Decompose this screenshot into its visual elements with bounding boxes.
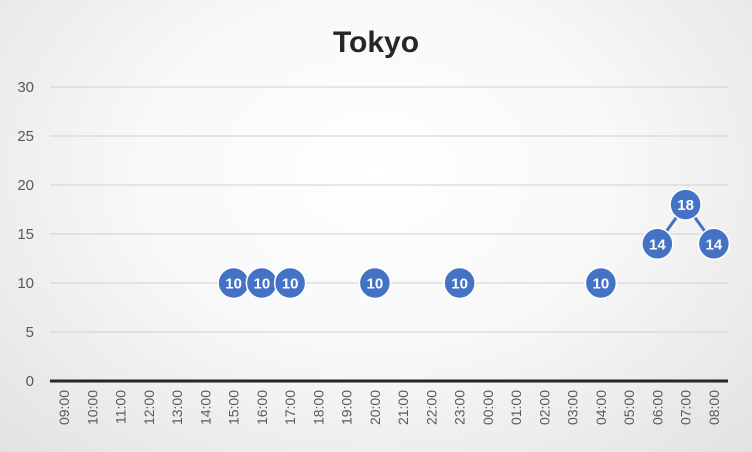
- x-tick-label: 00:00: [480, 390, 496, 425]
- y-tick-label: 10: [17, 275, 34, 292]
- x-tick-label: 10:00: [84, 390, 100, 425]
- data-label: 10: [593, 276, 610, 293]
- x-tick-label: 23:00: [452, 390, 468, 425]
- x-tick-label: 12:00: [141, 390, 157, 425]
- data-point: [273, 266, 307, 300]
- x-tick-label: 19:00: [339, 390, 355, 425]
- data-point: [669, 188, 702, 221]
- x-tick-label: 11:00: [113, 390, 129, 424]
- y-tick-label: 25: [17, 128, 34, 145]
- data-point: [358, 266, 392, 300]
- x-tick-label: 22:00: [423, 390, 439, 425]
- chart-title: Tokyo: [333, 26, 419, 59]
- gridlines: [50, 86, 728, 383]
- x-tick-label: 04:00: [593, 390, 609, 425]
- x-tick-label: 20:00: [367, 390, 383, 425]
- data-label: 14: [649, 236, 666, 253]
- data-point: [443, 266, 476, 300]
- data-point: [584, 266, 618, 300]
- data-point: [641, 227, 674, 261]
- x-tick-label: 05:00: [621, 390, 637, 425]
- y-tick-label: 0: [26, 373, 34, 390]
- data-label: 14: [706, 236, 723, 253]
- data-markers: 10 10 10 10 10 10 14 18 14: [217, 188, 731, 300]
- x-tick-label: 08:00: [706, 390, 722, 425]
- y-axis: 0 5 10 15 20 25 30: [17, 79, 34, 390]
- data-label: 10: [451, 276, 468, 293]
- x-tick-label: 03:00: [565, 390, 581, 425]
- y-tick-label: 30: [17, 79, 34, 96]
- x-tick-label: 06:00: [649, 390, 665, 425]
- x-tick-label: 01:00: [508, 390, 524, 425]
- x-tick-label: 09:00: [56, 390, 72, 425]
- y-tick-label: 20: [17, 177, 34, 194]
- x-tick-label: 18:00: [310, 390, 326, 425]
- data-label: 10: [282, 276, 299, 293]
- x-tick-label: 14:00: [197, 390, 213, 425]
- x-tick-label: 15:00: [226, 390, 242, 425]
- x-tick-label: 21:00: [395, 390, 411, 425]
- x-tick-label: 13:00: [169, 390, 185, 425]
- data-label: 10: [254, 276, 271, 293]
- data-label: 10: [225, 276, 242, 293]
- x-axis: 09:00 10:00 11:00 12:00 13:00 14:00 15:00 16:00…: [56, 390, 722, 425]
- data-label: 10: [367, 276, 384, 293]
- y-tick-label: 15: [17, 226, 34, 243]
- x-tick-label: 17:00: [282, 390, 298, 425]
- x-tick-label: 02:00: [536, 390, 552, 425]
- x-tick-label: 16:00: [254, 390, 270, 425]
- data-point: [697, 227, 731, 261]
- data-label: 18: [677, 197, 694, 214]
- x-tick-label: 07:00: [678, 390, 694, 425]
- y-tick-label: 5: [26, 324, 34, 341]
